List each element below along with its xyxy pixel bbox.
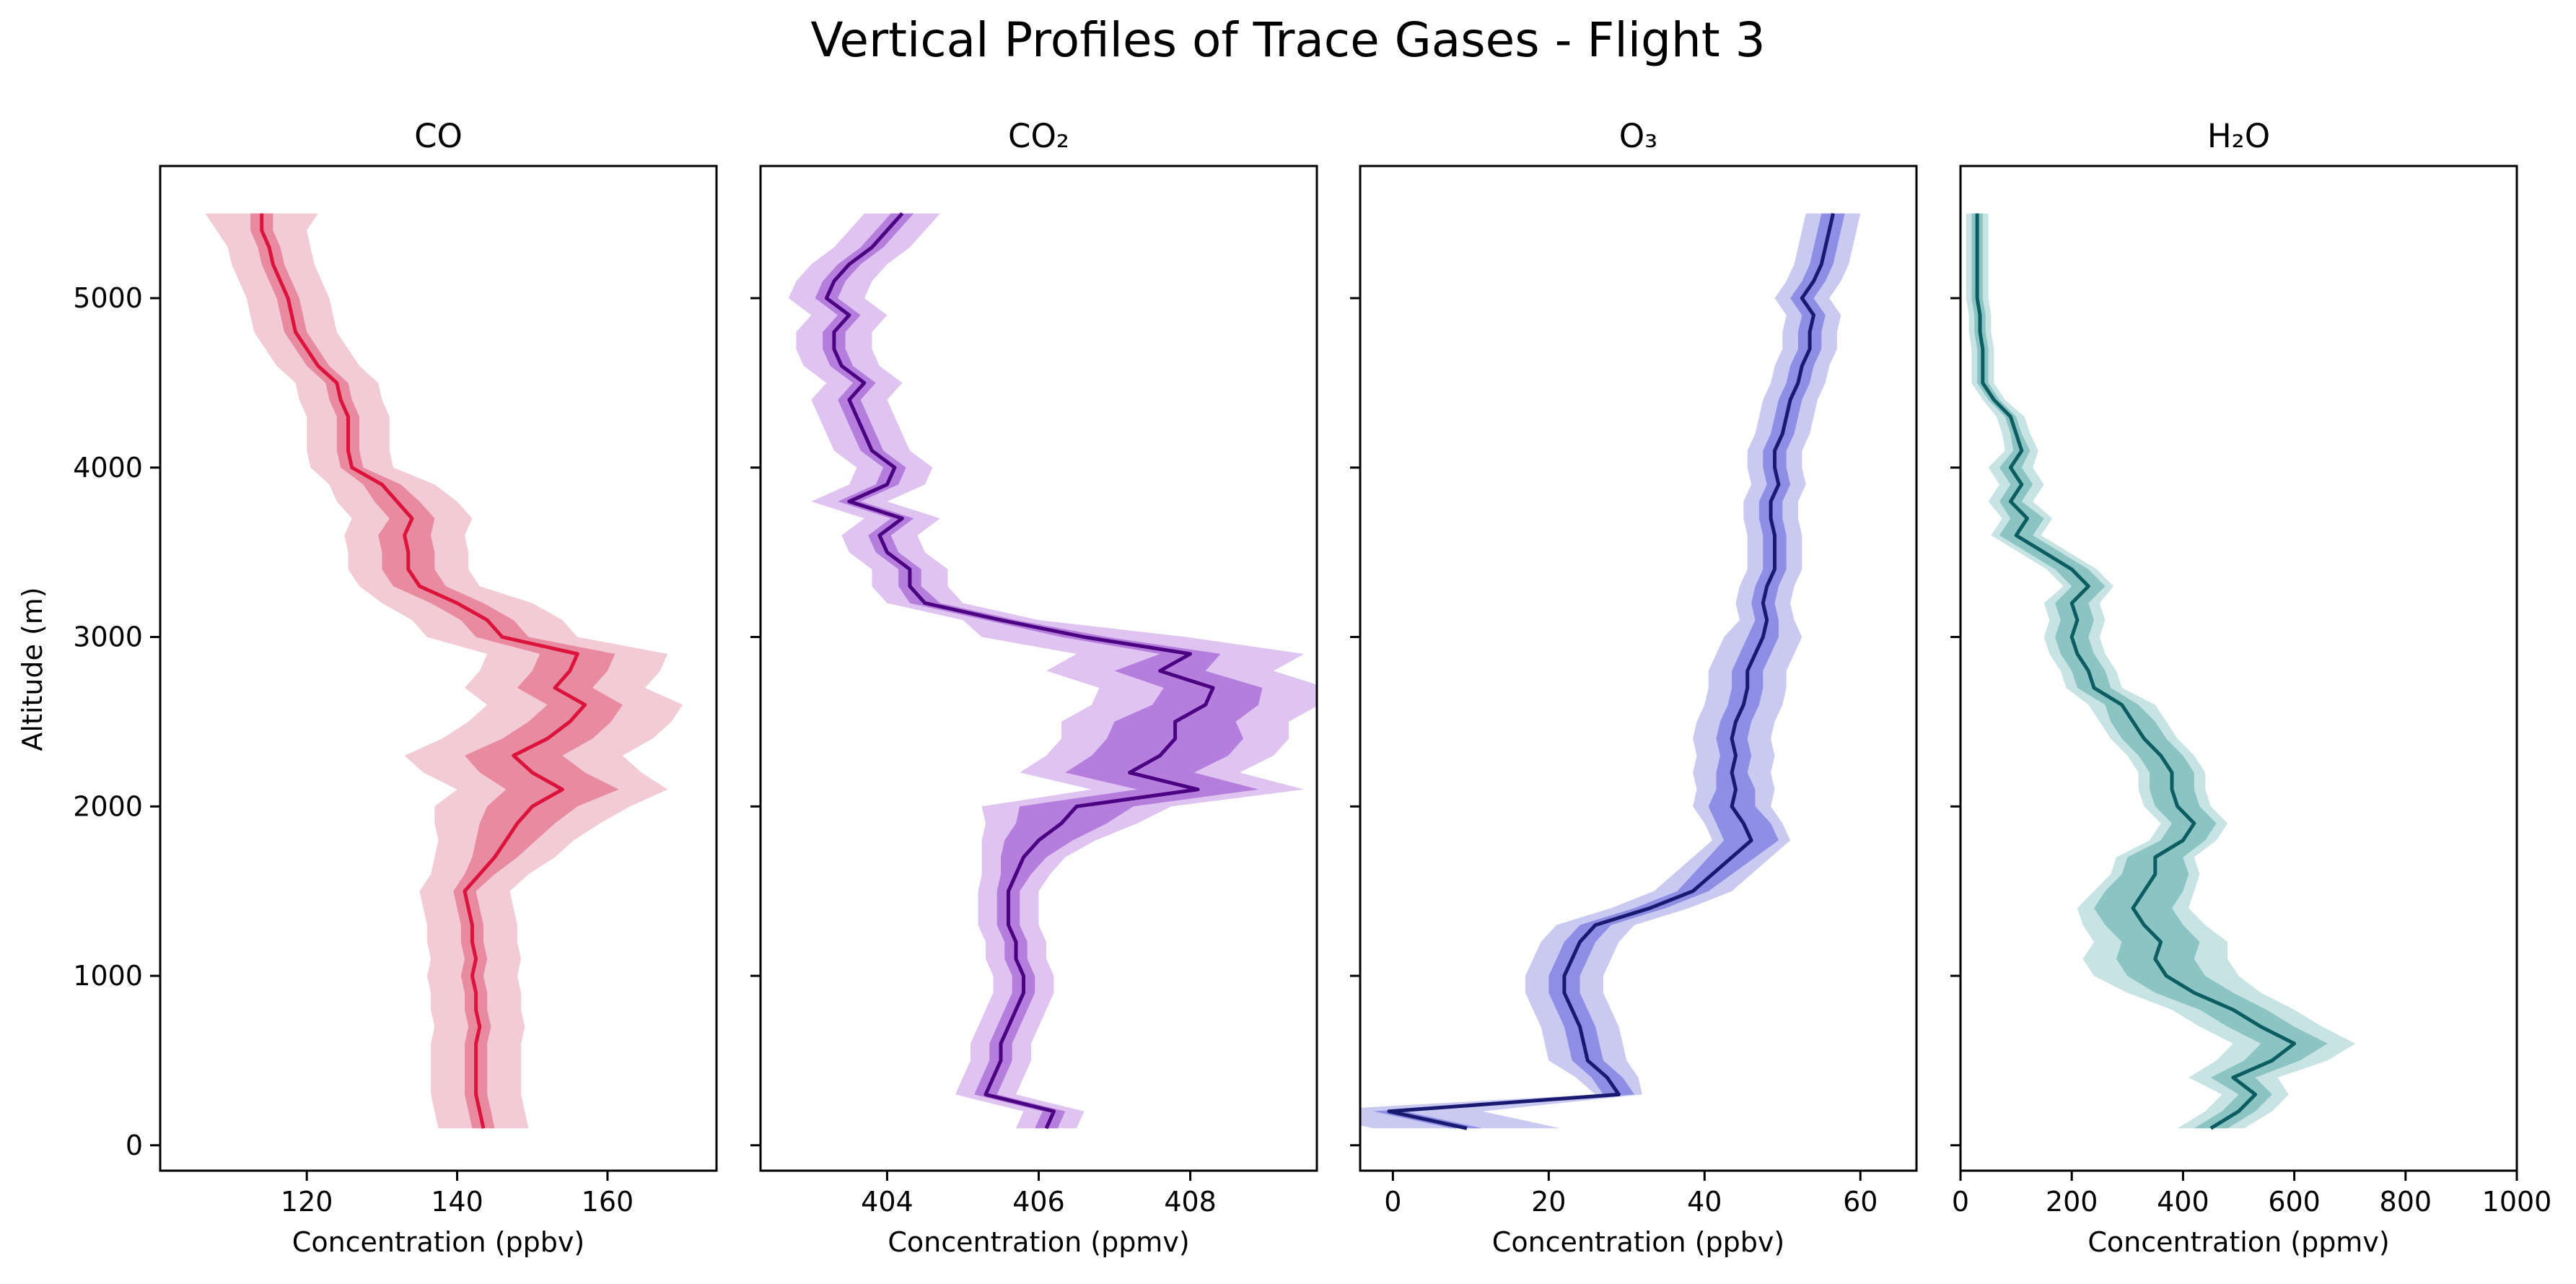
x-tick-label: 140 <box>431 1186 483 1218</box>
mean-profile-line <box>1387 213 1835 1130</box>
panel-title: CO₂ <box>1008 117 1069 155</box>
band-2sigma <box>788 213 1317 1129</box>
band-1sigma <box>1971 213 2328 1129</box>
panel-title: O₃ <box>1619 117 1657 155</box>
x-tick-label: 20 <box>1531 1186 1566 1218</box>
axes-frame <box>159 165 718 1172</box>
plot-area <box>1360 213 1861 1130</box>
x-tick-label: 60 <box>1843 1186 1878 1218</box>
panel-title: CO <box>414 117 463 155</box>
x-axis-label: Concentration (ppbv) <box>1492 1226 1784 1258</box>
band-1sigma <box>1373 213 1845 1129</box>
y-tick-label: 5000 <box>73 282 143 314</box>
plot-area <box>205 213 683 1129</box>
y-tick-label: 4000 <box>73 452 143 484</box>
mean-profile-line <box>824 212 1215 1130</box>
axes-frame <box>1359 165 1918 1172</box>
x-tick-label: 0 <box>1952 1186 1969 1218</box>
x-tick-label: 200 <box>2046 1186 2098 1218</box>
y-tick-label: 2000 <box>73 790 143 822</box>
x-axis-label: Concentration (ppbv) <box>292 1226 584 1258</box>
x-axis-label: Concentration (ppmv) <box>2087 1226 2389 1258</box>
panel-1: 120 140 160 0 1000 2000 3000 4000 5000 CO Concentr… <box>73 117 718 1258</box>
panel-3: 0 20 40 60 O₃ Concentration (ppbv) <box>1350 117 1918 1258</box>
band-1sigma <box>250 213 623 1129</box>
x-tick-label: 0 <box>1384 1186 1401 1218</box>
y-axis-label: Altitude (m) <box>17 587 48 751</box>
x-tick-label: 400 <box>2157 1186 2209 1218</box>
band-2sigma <box>205 213 683 1129</box>
x-tick-label: 160 <box>582 1186 634 1218</box>
x-tick-label: 404 <box>861 1186 914 1218</box>
panel-4: 0 200 400 600 800 1000 H₂O Concentration (ppmv) <box>1950 117 2551 1258</box>
mean-profile-line <box>260 213 587 1129</box>
x-axis-label: Concentration (ppmv) <box>888 1226 1189 1258</box>
mean-profile-line <box>1975 213 2297 1130</box>
panel-2: 404 406 408 CO₂ Concentration (ppmv) <box>750 117 1318 1258</box>
band-1sigma <box>815 213 1263 1129</box>
x-tick-label: 800 <box>2380 1186 2432 1218</box>
figure-title: Vertical Profiles of Trace Gases - Fligh… <box>810 12 1765 68</box>
plot-area <box>1966 213 2356 1130</box>
panel-title: H₂O <box>2207 117 2270 155</box>
y-tick-label: 0 <box>126 1130 143 1161</box>
x-tick-label: 408 <box>1164 1186 1217 1218</box>
x-tick-label: 120 <box>281 1186 333 1218</box>
x-tick-label: 406 <box>1012 1186 1065 1218</box>
panels: 120 140 160010002000300040005000COConcentr… <box>73 117 2551 1258</box>
x-tick-label: 40 <box>1687 1186 1722 1218</box>
x-tick-label: 600 <box>2268 1186 2321 1218</box>
y-tick-label: 1000 <box>73 960 143 992</box>
x-tick-label: 1000 <box>2482 1186 2552 1218</box>
y-tick-label: 3000 <box>73 621 143 653</box>
plot-area <box>788 212 1317 1130</box>
axes-frame <box>1959 165 2518 1172</box>
